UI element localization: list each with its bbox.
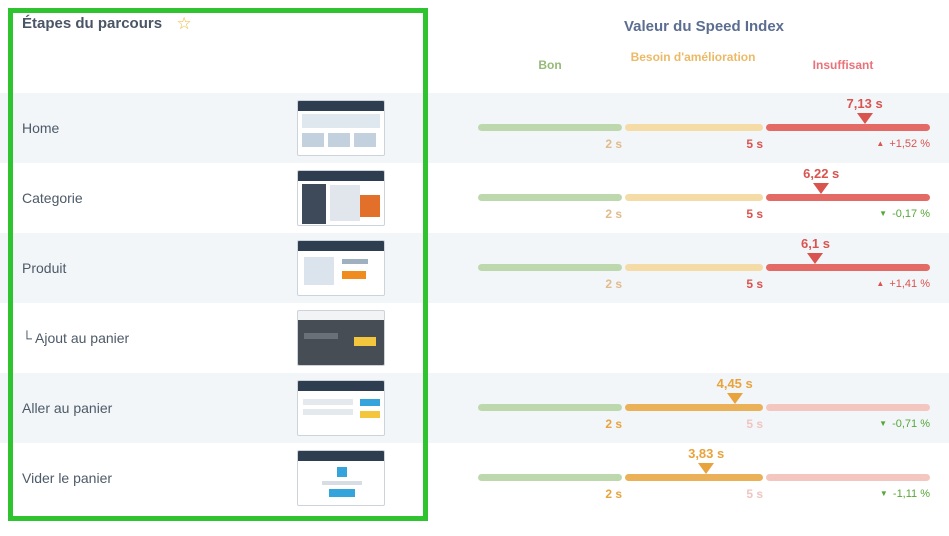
- tick-2s: 2 s: [605, 207, 622, 221]
- gauge-segment-warn: [625, 264, 763, 271]
- speed-index-gauge: 6,22 s 2 s 5 s ▼ -0,17 %: [478, 163, 930, 233]
- gauge-segment-bad: [766, 194, 930, 201]
- gauge-segment-bad: [766, 474, 930, 481]
- gauge-bar: [478, 474, 930, 481]
- journey-step-row: Home 7,13 s 2 s 5 s ▲ +1,52 %: [0, 93, 949, 163]
- journey-step-row: Produit 6,1 s 2 s 5 s ▲ +1,41 %: [0, 233, 949, 303]
- trend-icon: ▲: [876, 279, 885, 288]
- journey-step-row: Aller au panier 4,45 s 2 s 5 s ▼ -0,71 %: [0, 373, 949, 443]
- gauge-bar: [478, 404, 930, 411]
- step-label: Categorie: [22, 190, 83, 206]
- speed-index-title: Valeur du Speed Index: [623, 18, 785, 35]
- tick-5s: 5 s: [746, 417, 763, 431]
- gauge-segment-bad: [766, 404, 930, 411]
- journey-steps-header: Étapes du parcours ☆: [22, 14, 192, 34]
- gauge-bar: [478, 194, 930, 201]
- table-header: Étapes du parcours ☆ Valeur du Speed Ind…: [0, 0, 949, 93]
- step-label: Produit: [22, 260, 67, 276]
- change-indicator: ▼ -0,71 %: [879, 418, 930, 430]
- tick-5s: 5 s: [746, 487, 763, 501]
- gauge-segment-good: [478, 474, 622, 481]
- zone-label-good: Bon: [538, 58, 562, 72]
- trend-icon: ▼: [879, 209, 888, 218]
- gauge-segment-good: [478, 404, 622, 411]
- change-value: +1,52 %: [889, 138, 930, 150]
- gauge-segment-warn: [625, 194, 763, 201]
- tick-2s: 2 s: [605, 137, 622, 151]
- page-thumbnail: [297, 240, 385, 296]
- speed-index-gauge: 7,13 s 2 s 5 s ▲ +1,52 %: [478, 93, 930, 163]
- change-indicator: ▼ -1,11 %: [880, 488, 930, 500]
- star-icon[interactable]: ☆: [176, 14, 192, 33]
- gauge-segment-good: [478, 194, 622, 201]
- journey-step-row: Categorie 6,22 s 2 s 5 s ▼ -0,17 %: [0, 163, 949, 233]
- gauge-segment-warn: [625, 404, 763, 411]
- change-value: -0,71 %: [892, 418, 930, 430]
- change-indicator: ▲ +1,52 %: [876, 138, 930, 150]
- gauge-marker-icon: [698, 463, 715, 474]
- change-indicator: ▼ -0,17 %: [879, 208, 930, 220]
- speed-index-value: 4,45 s: [716, 376, 753, 391]
- gauge-marker-icon: [856, 113, 873, 124]
- page-thumbnail: [297, 100, 385, 156]
- trend-icon: ▼: [879, 419, 888, 428]
- gauge-bar: [478, 124, 930, 131]
- change-value: +1,41 %: [889, 278, 930, 290]
- journey-step-row: └ Ajout au panier: [0, 303, 949, 373]
- page-thumbnail: [297, 170, 385, 226]
- change-indicator: ▲ +1,41 %: [876, 278, 930, 290]
- gauge-segment-bad: [766, 264, 930, 271]
- gauge-marker-icon: [813, 183, 830, 194]
- gauge-segment-bad: [766, 124, 930, 131]
- tick-2s: 2 s: [605, 417, 622, 431]
- speed-index-value: 3,83 s: [688, 446, 725, 461]
- gauge-bar: [478, 264, 930, 271]
- speed-index-value: 6,1 s: [801, 236, 830, 251]
- change-value: -1,11 %: [892, 488, 930, 500]
- page-thumbnail: [297, 310, 385, 366]
- step-label: Home: [22, 120, 60, 136]
- tick-5s: 5 s: [746, 277, 763, 291]
- page-thumbnail: [297, 450, 385, 506]
- gauge-marker-icon: [807, 253, 824, 264]
- speed-index-value: 6,22 s: [803, 166, 840, 181]
- zone-label-needs-improvement: Besoin d'amélioration: [630, 50, 756, 64]
- tick-2s: 2 s: [605, 487, 622, 501]
- rows: Home 7,13 s 2 s 5 s ▲ +1,52 % Categorie …: [0, 93, 949, 513]
- speed-index-header: Valeur du Speed Index Bon Besoin d'améli…: [478, 0, 930, 93]
- speed-index-gauge: 3,83 s 2 s 5 s ▼ -1,11 %: [478, 443, 930, 513]
- tick-5s: 5 s: [746, 207, 763, 221]
- gauge-segment-warn: [625, 124, 763, 131]
- speed-index-gauge: 4,45 s 2 s 5 s ▼ -0,71 %: [478, 373, 930, 443]
- gauge-segment-warn: [625, 474, 763, 481]
- change-value: -0,17 %: [892, 208, 930, 220]
- step-label: Vider le panier: [22, 470, 113, 486]
- journey-step-row: Vider le panier 3,83 s 2 s 5 s ▼ -1,11 %: [0, 443, 949, 513]
- gauge-segment-good: [478, 264, 622, 271]
- zone-label-insufficient: Insuffisant: [812, 58, 874, 72]
- speed-index-value: 7,13 s: [846, 96, 883, 111]
- step-label: └ Ajout au panier: [22, 330, 130, 346]
- trend-icon: ▲: [876, 139, 885, 148]
- step-label: Aller au panier: [22, 400, 113, 416]
- journey-steps-title: Étapes du parcours: [22, 15, 163, 32]
- speed-index-gauge: 6,1 s 2 s 5 s ▲ +1,41 %: [478, 233, 930, 303]
- tick-5s: 5 s: [746, 137, 763, 151]
- gauge-segment-good: [478, 124, 622, 131]
- gauge-marker-icon: [726, 393, 743, 404]
- tick-2s: 2 s: [605, 277, 622, 291]
- trend-icon: ▼: [879, 489, 888, 498]
- page-thumbnail: [297, 380, 385, 436]
